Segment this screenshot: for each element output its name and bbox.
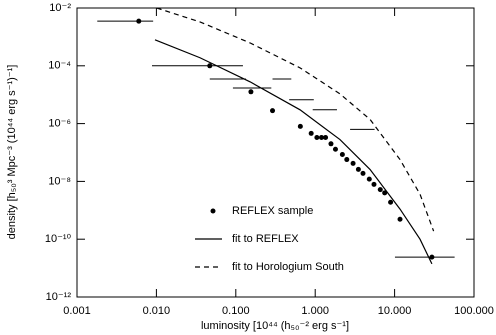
y-tick-label: 10⁻² bbox=[49, 2, 71, 14]
y-tick-label: 10⁻¹² bbox=[46, 291, 72, 303]
data-point bbox=[328, 141, 334, 147]
data-point bbox=[339, 152, 345, 158]
data-point bbox=[248, 89, 254, 95]
data-point bbox=[350, 160, 356, 166]
plot-frame bbox=[76, 7, 475, 298]
y-tick-label: 10⁻¹⁰ bbox=[45, 233, 72, 245]
data-point bbox=[429, 254, 435, 260]
legend-label: fit to REFLEX bbox=[232, 233, 299, 245]
x-axis-title: luminosity [10⁴⁴ (h₅₀⁻² erg s⁻¹] bbox=[201, 320, 349, 332]
data-point bbox=[360, 170, 366, 176]
data-point bbox=[388, 199, 394, 205]
x-tick-label: 0.100 bbox=[222, 305, 250, 317]
x-tick-label: 10.000 bbox=[378, 305, 412, 317]
data-point bbox=[270, 108, 276, 114]
data-point bbox=[136, 18, 142, 24]
legend-label: fit to Horologium South bbox=[232, 261, 344, 273]
fit-line bbox=[154, 39, 433, 265]
data-point bbox=[308, 130, 314, 136]
data-point bbox=[332, 146, 338, 152]
legend-label: REFLEX sample bbox=[232, 205, 313, 217]
x-tick-label: 0.010 bbox=[143, 305, 171, 317]
x-tick-label: 1.000 bbox=[301, 305, 329, 317]
data-point bbox=[382, 190, 388, 196]
y-tick-label: 10⁻⁸ bbox=[48, 175, 71, 187]
fit-line bbox=[156, 7, 435, 232]
y-tick-label: 10⁻⁶ bbox=[48, 118, 71, 130]
y-tick-label: 10⁻⁴ bbox=[48, 60, 71, 72]
x-tick-label: 0.001 bbox=[63, 305, 91, 317]
data-point bbox=[366, 176, 372, 182]
data-point bbox=[314, 135, 320, 141]
y-axis-title: density [h₅₀³ Mpc⁻³ (10⁴⁴ erg s⁻¹)⁻¹] bbox=[6, 65, 18, 240]
data-point bbox=[377, 187, 383, 193]
data-point bbox=[318, 135, 324, 141]
data-point bbox=[207, 63, 213, 69]
data-point bbox=[323, 135, 329, 141]
data-point bbox=[397, 216, 403, 222]
data-point bbox=[344, 157, 350, 163]
data-point bbox=[297, 123, 303, 129]
legend-marker bbox=[210, 208, 216, 214]
x-tick-label: 100.000 bbox=[454, 305, 494, 317]
data-point bbox=[355, 166, 361, 172]
data-point bbox=[371, 181, 377, 187]
